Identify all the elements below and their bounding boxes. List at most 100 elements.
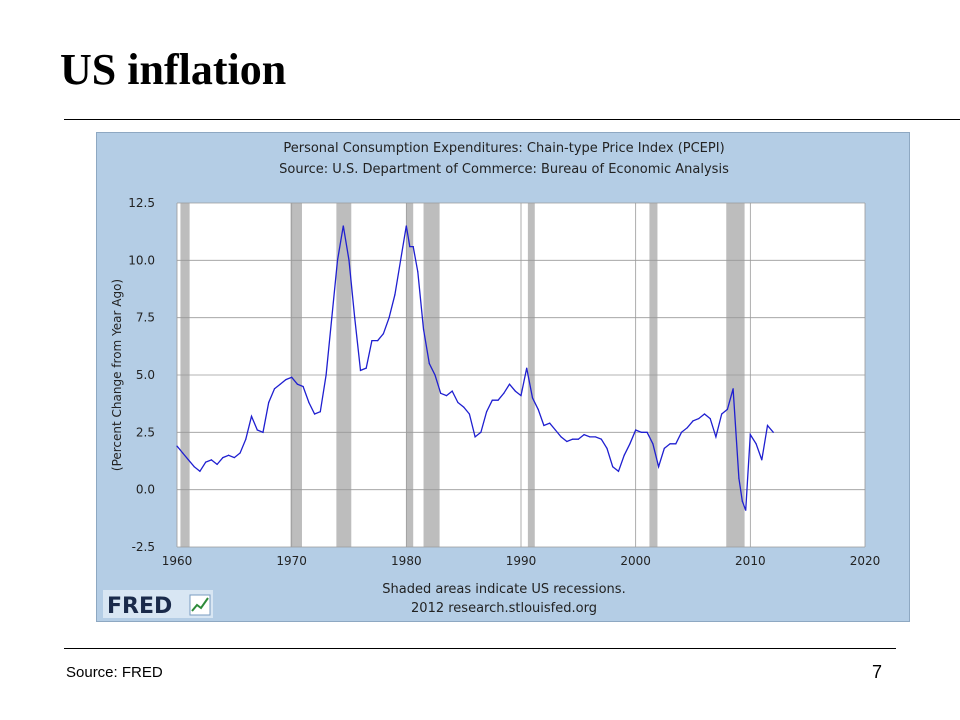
data-point	[612, 466, 614, 468]
data-point	[457, 401, 459, 404]
data-point	[658, 466, 660, 468]
data-point	[726, 408, 729, 410]
x-tick-label: 1990	[506, 554, 537, 568]
data-point	[537, 408, 539, 410]
data-point	[336, 259, 339, 261]
x-tick-label: 2020	[850, 554, 881, 568]
data-point	[732, 388, 734, 390]
data-point	[526, 367, 528, 369]
data-point	[279, 383, 281, 385]
data-points	[176, 225, 774, 511]
data-point	[388, 317, 390, 319]
data-point	[543, 424, 545, 427]
data-point	[480, 431, 482, 433]
slide-title: US inflation	[60, 45, 287, 94]
data-point	[359, 369, 362, 372]
x-tick-label: 1980	[391, 554, 422, 568]
data-point	[400, 259, 402, 261]
data-point	[577, 438, 579, 440]
data-point	[589, 436, 591, 438]
data-point	[216, 463, 218, 466]
data-point	[652, 443, 654, 445]
data-point	[692, 420, 694, 422]
data-point	[600, 438, 602, 440]
data-point	[245, 438, 247, 440]
data-point	[703, 413, 706, 415]
data-point	[405, 225, 407, 227]
data-point	[663, 447, 665, 449]
y-tick-label: 7.5	[136, 311, 155, 325]
data-point	[314, 413, 316, 415]
data-point	[715, 436, 717, 438]
data-point	[640, 431, 643, 433]
data-point	[766, 424, 769, 427]
chart-credit: 2012 research.stlouisfed.org	[411, 601, 597, 616]
data-point	[617, 470, 620, 472]
data-point	[422, 328, 425, 330]
data-point	[741, 500, 743, 502]
data-point	[233, 456, 235, 459]
data-point	[354, 317, 356, 319]
data-point	[554, 429, 556, 431]
data-point	[371, 340, 373, 342]
x-tick-label: 2000	[620, 554, 651, 568]
chart-svg: 12.5 10.0 7.5 5.0 2.5 0.0 -2.5 1960 1970 1980 199…	[103, 141, 881, 619]
data-point	[205, 461, 207, 463]
page-number: 7	[872, 662, 883, 682]
data-point	[560, 436, 562, 438]
y-tick-label: 12.5	[128, 196, 155, 210]
chart-title: Personal Consumption Expenditures: Chain…	[283, 141, 724, 156]
data-point	[594, 436, 597, 438]
y-tick-label: 5.0	[136, 368, 155, 382]
data-point	[474, 436, 476, 438]
data-point	[675, 443, 677, 445]
data-point	[440, 392, 442, 394]
y-tick-label: 0.0	[136, 483, 155, 497]
data-point	[503, 392, 505, 394]
data-point	[451, 390, 453, 392]
fred-logo-chart-icon	[191, 597, 209, 612]
data-point	[531, 397, 534, 399]
y-tick-label: 2.5	[136, 425, 155, 439]
data-point	[463, 406, 465, 408]
data-point	[445, 395, 448, 397]
fred-logo-text: FRED	[107, 594, 172, 619]
data-point	[412, 245, 414, 248]
chart-subtitle: Source: U.S. Department of Commerce: Bur…	[279, 162, 729, 177]
data-point	[468, 413, 470, 415]
data-point	[239, 452, 241, 454]
data-point	[325, 374, 327, 376]
data-point	[761, 459, 763, 461]
data-point	[709, 417, 711, 420]
y-tick-labels: 12.5 10.0 7.5 5.0 2.5 0.0 -2.5	[128, 196, 155, 554]
data-point	[721, 413, 723, 415]
data-point	[698, 417, 700, 420]
data-point	[348, 259, 350, 261]
data-point	[669, 443, 671, 445]
data-point	[250, 415, 253, 417]
data-point	[382, 333, 384, 335]
fred-logo: FRED	[103, 590, 213, 619]
data-point	[199, 470, 201, 472]
data-point	[428, 362, 430, 365]
data-point	[514, 390, 516, 392]
y-tick-label: -2.5	[132, 540, 155, 554]
data-point	[319, 411, 321, 413]
data-point	[738, 477, 740, 479]
data-point	[486, 411, 488, 413]
data-point	[331, 317, 333, 319]
data-point	[572, 438, 574, 440]
data-point	[409, 245, 411, 248]
data-point	[606, 447, 608, 449]
data-point	[745, 509, 747, 511]
data-point	[635, 429, 637, 431]
data-point	[342, 225, 344, 227]
gridlines	[176, 202, 866, 548]
x-tick-label: 1970	[276, 554, 307, 568]
x-tick-labels: 1960 1970 1980 1990 2000 2010 2020	[162, 554, 881, 568]
data-point	[256, 429, 258, 431]
data-point	[262, 431, 264, 433]
source-note: Source: FRED	[66, 664, 163, 681]
x-tick-label: 2010	[735, 554, 766, 568]
data-point	[285, 378, 287, 381]
